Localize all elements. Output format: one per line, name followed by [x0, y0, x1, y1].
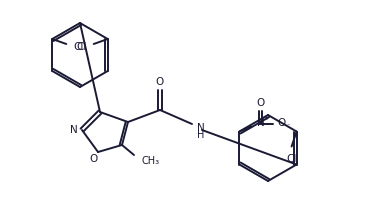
Text: O: O [90, 154, 98, 164]
Text: Cl: Cl [287, 153, 297, 163]
Text: O: O [156, 77, 164, 87]
Text: CH₃: CH₃ [142, 156, 160, 166]
Text: Cl: Cl [76, 42, 86, 52]
Text: N: N [256, 118, 264, 128]
Text: ⁻: ⁻ [287, 124, 290, 130]
Text: +: + [264, 116, 269, 122]
Text: O: O [256, 99, 264, 109]
Text: N: N [197, 123, 205, 133]
Text: H: H [197, 130, 204, 140]
Text: Cl: Cl [73, 42, 84, 52]
Text: O: O [277, 118, 285, 128]
Text: N: N [70, 125, 78, 135]
